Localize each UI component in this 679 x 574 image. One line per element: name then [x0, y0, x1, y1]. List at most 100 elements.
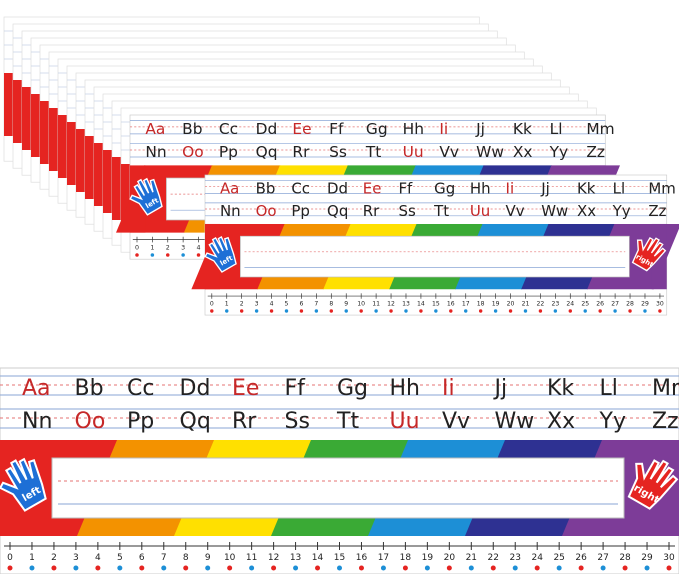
number-label: 20 — [507, 301, 515, 308]
number-dot — [210, 309, 214, 313]
number-dot — [29, 565, 35, 571]
number-label: 11 — [372, 301, 380, 308]
letter-pair: Ii — [442, 376, 455, 401]
number-dot — [344, 309, 348, 313]
letter-pair: Kk — [547, 376, 574, 401]
letter-pair: Nn — [22, 409, 52, 434]
number-label: 23 — [551, 301, 559, 308]
number-label: 30 — [663, 553, 675, 563]
letter-pair: Vv — [439, 143, 459, 161]
number-dot — [578, 565, 584, 571]
number-dot — [166, 253, 170, 257]
number-dot — [269, 309, 274, 313]
number-dot — [225, 309, 229, 313]
letter-pair: Cc — [291, 179, 310, 197]
number-dot — [161, 565, 167, 571]
number-dot — [249, 565, 255, 571]
number-dot — [239, 309, 244, 313]
number-label: 26 — [596, 301, 604, 308]
number-label: 8 — [183, 553, 189, 563]
number-label: 2 — [51, 553, 57, 563]
number-label: 9 — [205, 553, 211, 563]
number-label: 29 — [641, 301, 649, 308]
letter-pair: Rr — [363, 202, 380, 220]
letter-pair: Rr — [232, 409, 257, 434]
number-label: 7 — [161, 553, 167, 563]
number-label: 24 — [566, 301, 574, 308]
number-label: 24 — [531, 553, 543, 563]
number-dot — [337, 565, 342, 571]
letter-pair: Mm — [586, 120, 614, 138]
letter-pair: Ww — [541, 202, 568, 220]
letter-pair: Qq — [180, 409, 211, 434]
number-label: 12 — [387, 301, 395, 308]
number-label: 5 — [117, 553, 123, 563]
number-dot — [424, 565, 430, 571]
number-label: 15 — [334, 553, 345, 563]
number-label: 5 — [285, 301, 289, 308]
letter-pair: Ee — [363, 179, 382, 197]
number-dot — [512, 565, 518, 571]
letter-pair: Vv — [506, 202, 525, 220]
number-label: 27 — [597, 553, 608, 563]
number-dot — [538, 309, 543, 313]
letter-pair: Vv — [442, 409, 470, 434]
number-dot — [293, 565, 299, 571]
number-label: 1 — [225, 301, 229, 308]
name-box — [240, 235, 630, 278]
letter-pair: Ee — [292, 120, 311, 138]
number-label: 19 — [492, 301, 500, 308]
letter-pair: Jj — [540, 179, 550, 197]
number-dot — [139, 565, 145, 571]
number-label: 4 — [196, 244, 200, 251]
letter-pair: Ll — [613, 179, 625, 197]
number-dot — [658, 309, 662, 313]
number-dot — [389, 309, 393, 313]
number-dot — [643, 309, 647, 313]
letter-pair: Oo — [182, 143, 204, 161]
number-label: 2 — [166, 244, 170, 251]
letter-pair: Dd — [180, 376, 211, 401]
hand-icon: left — [204, 235, 237, 273]
number-dot — [205, 565, 211, 571]
number-label: 19 — [422, 553, 434, 563]
letter-pair: Ss — [285, 409, 310, 434]
letter-pair: Zz — [652, 409, 679, 434]
number-label: 4 — [270, 301, 274, 308]
letter-pair: Oo — [75, 409, 106, 434]
number-dot — [135, 253, 139, 257]
number-label: 26 — [575, 553, 587, 563]
letter-pair: Hh — [470, 179, 491, 197]
letter-pair: Hh — [390, 376, 421, 401]
number-label: 22 — [537, 301, 545, 308]
letter-pair: Cc — [127, 376, 154, 401]
number-label: 3 — [181, 244, 185, 251]
number-dot — [600, 565, 606, 571]
hand-shape — [627, 459, 679, 510]
letter-pair: Uu — [470, 202, 490, 220]
number-label: 23 — [510, 553, 521, 563]
letter-pair: Ii — [506, 179, 515, 197]
number-dot — [534, 565, 540, 571]
number-label: 16 — [447, 301, 455, 308]
number-label: 6 — [299, 301, 303, 308]
number-label: 0 — [7, 553, 13, 563]
hand-shape — [129, 177, 163, 216]
letter-pair: Tt — [365, 143, 381, 161]
letter-pair: Ll — [600, 376, 618, 401]
number-label: 1 — [150, 244, 154, 251]
letter-pair: Dd — [327, 179, 348, 197]
number-label: 25 — [553, 553, 564, 563]
number-label: 2 — [240, 301, 244, 308]
letter-pair: Nn — [145, 143, 166, 161]
number-label: 0 — [135, 244, 139, 251]
letter-pair: Bb — [75, 376, 104, 401]
number-dot — [523, 309, 528, 313]
number-dot — [622, 565, 628, 571]
number-dot — [271, 565, 277, 571]
hand-shape — [204, 235, 237, 273]
letter-pair: Ll — [550, 120, 563, 138]
letter-pair: Ee — [232, 376, 259, 401]
letter-pair: Ff — [285, 376, 307, 401]
